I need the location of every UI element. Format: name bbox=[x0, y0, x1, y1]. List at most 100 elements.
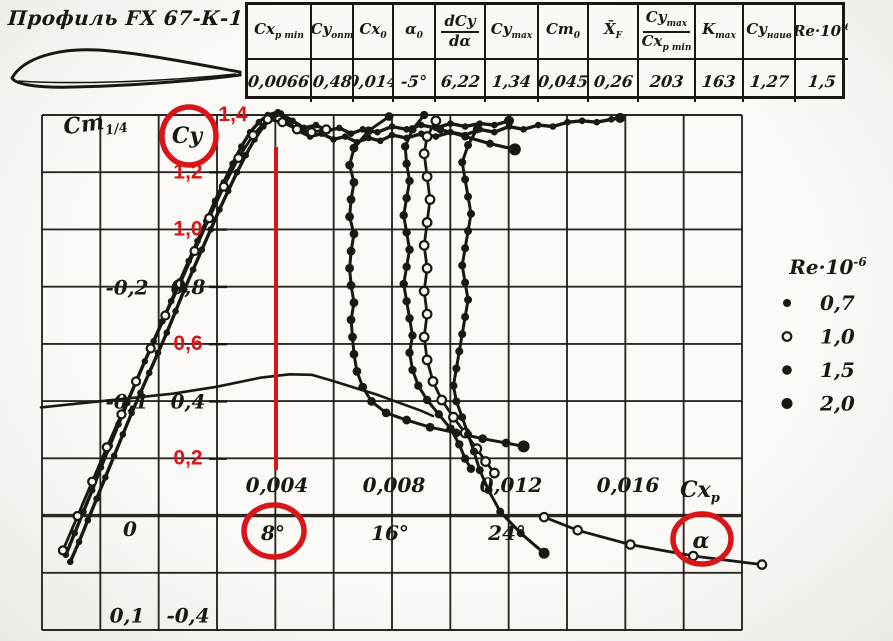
lift-re-2.0-marker bbox=[564, 118, 571, 126]
polar-re-2.0-marker bbox=[349, 349, 359, 359]
polar-re-2.0-marker bbox=[346, 315, 356, 325]
alpha-tick: 16° bbox=[371, 521, 409, 545]
polar-re-0.7-marker bbox=[464, 141, 473, 150]
lift-re-1.5-marker bbox=[163, 329, 171, 337]
lift-re-2.0-marker bbox=[534, 121, 542, 129]
lift-re-1.5-marker bbox=[145, 369, 153, 377]
red-circle-cy-axis-label bbox=[159, 104, 219, 168]
lift-re-1.5-marker bbox=[137, 389, 144, 397]
polar-re-1.0-marker bbox=[418, 239, 430, 251]
polar-re-1.5-marker bbox=[402, 159, 411, 168]
polar-re-1.5-marker bbox=[402, 228, 411, 237]
lift-re-1.5-marker bbox=[154, 349, 162, 357]
polar-re-0.7-marker bbox=[449, 381, 458, 390]
lift-re-2.0-marker bbox=[255, 118, 263, 126]
lift-re-1.5-marker bbox=[403, 126, 410, 133]
cx-tick: 0,008 bbox=[363, 473, 426, 497]
polar-re-0.7-marker bbox=[516, 529, 525, 538]
alpha-tick: 24° bbox=[487, 521, 526, 545]
polar-re-0.7-marker bbox=[469, 447, 478, 456]
polar-re-1.0-marker bbox=[421, 131, 433, 142]
spec-header-3: α0 bbox=[394, 5, 436, 60]
polar-re-0.7-marker bbox=[452, 397, 461, 406]
lift-re-2.0-marker bbox=[377, 137, 384, 145]
polar-re-2.0-marker bbox=[345, 160, 354, 170]
polar-re-0.7-marker bbox=[461, 278, 470, 287]
spec-value-8: 203 bbox=[639, 60, 696, 102]
red-circle-alpha-axis-label bbox=[670, 511, 734, 567]
polar-re-1.0-marker bbox=[436, 394, 448, 406]
polar-re-0.7-marker bbox=[464, 295, 473, 304]
cx-axis-label: Cxp bbox=[680, 477, 720, 506]
spec-header-0: Cxp min bbox=[248, 5, 312, 60]
lift-re-1.5-marker bbox=[84, 516, 92, 524]
polar-re-0.7-marker bbox=[472, 125, 481, 134]
polar-re-0.7-marker bbox=[461, 312, 470, 321]
lift-re-1.0-marker bbox=[87, 476, 98, 487]
lift-re-1.5-marker bbox=[417, 121, 425, 129]
cm-axis-label: Cm1/4 bbox=[62, 106, 129, 145]
polar-re-1.5-marker bbox=[408, 125, 417, 134]
lift-re-1.0-marker bbox=[160, 310, 171, 321]
polar-re-2.0-end-dot bbox=[517, 440, 530, 453]
spec-header-7: X̄F bbox=[589, 5, 639, 60]
moment-curve-curve bbox=[39, 372, 435, 418]
polar-re-1.0-marker bbox=[421, 171, 433, 183]
spec-value-5: 1,34 bbox=[486, 60, 539, 102]
lift-re-1.0-marker bbox=[277, 117, 288, 128]
legend-marker-open bbox=[781, 331, 793, 342]
polar-re-1.0-marker bbox=[430, 115, 442, 127]
lift-re-1.0-marker bbox=[174, 278, 186, 290]
cm-tick: -0,2 bbox=[105, 275, 148, 299]
cy-tick-black: 0,8 bbox=[171, 275, 206, 299]
cx-tick: 0,004 bbox=[246, 473, 309, 497]
polar-re-0.7-marker bbox=[458, 158, 467, 167]
lift-re-1.0-marker bbox=[262, 114, 273, 125]
lift-re-2.0-marker bbox=[330, 136, 337, 143]
lift-re-1.5-marker bbox=[347, 130, 355, 137]
lift-re-1.5-marker bbox=[233, 169, 241, 176]
polar-re-1.0-curve bbox=[422, 119, 496, 475]
lift-re-1.5-marker bbox=[447, 120, 454, 127]
alpha-axis-label: α bbox=[693, 528, 710, 554]
polar-re-2.0-marker bbox=[348, 332, 357, 342]
lift-re-2.0-marker bbox=[520, 126, 527, 133]
polar-re-1.5-marker bbox=[405, 348, 414, 357]
cy-tick-red: 1,4 bbox=[218, 103, 248, 126]
polar-re-0.7-marker bbox=[464, 192, 473, 201]
polar-re-1.0-marker bbox=[418, 148, 430, 160]
cm-tick: 0 bbox=[123, 517, 137, 541]
polar-re-1.5-marker bbox=[402, 297, 411, 306]
legend-label-0: 0,7 bbox=[820, 291, 855, 315]
lift-re-1.5-marker bbox=[216, 206, 223, 213]
polar-re-1.5-marker bbox=[414, 381, 423, 390]
spec-value-3: -5° bbox=[394, 60, 436, 102]
polar-re-1.0-marker bbox=[418, 331, 430, 343]
polar-re-1.5-marker bbox=[402, 262, 411, 272]
lift-re-2.0-marker bbox=[578, 117, 586, 125]
polar-re-0.7-marker bbox=[464, 430, 473, 439]
stall-arm-curve bbox=[438, 127, 517, 151]
airfoil-sketch bbox=[10, 48, 242, 89]
cx-tick: 0,012 bbox=[480, 473, 543, 497]
polar-re-2.0-marker bbox=[346, 281, 356, 290]
polar-re-1.0-marker bbox=[421, 308, 433, 320]
polar-re-0.7-marker bbox=[461, 244, 470, 253]
legend-label-1: 1,0 bbox=[820, 325, 855, 349]
polar-re-2.0-marker bbox=[349, 177, 359, 187]
lift-re-2.0-marker bbox=[549, 123, 557, 130]
polar-re-2.0-marker bbox=[367, 397, 376, 406]
lift-re-2.0-marker bbox=[71, 529, 78, 537]
polar-re-1.0-marker bbox=[421, 354, 433, 366]
lift-re-1.5-marker bbox=[172, 307, 179, 315]
spec-header-10: Cyнаив bbox=[744, 5, 796, 60]
polar-re-1.0-marker bbox=[421, 262, 433, 274]
lift-re-1.5-marker bbox=[289, 117, 296, 125]
polar-re-0.7-marker bbox=[458, 330, 467, 339]
lift-re-2.0-marker bbox=[432, 133, 440, 140]
lift-re-2.0-marker bbox=[388, 131, 396, 139]
polar-re-2.0-marker bbox=[346, 195, 356, 204]
spec-value-6: 0,045 bbox=[539, 60, 589, 102]
spec-header-1: Cyопт bbox=[312, 5, 354, 60]
